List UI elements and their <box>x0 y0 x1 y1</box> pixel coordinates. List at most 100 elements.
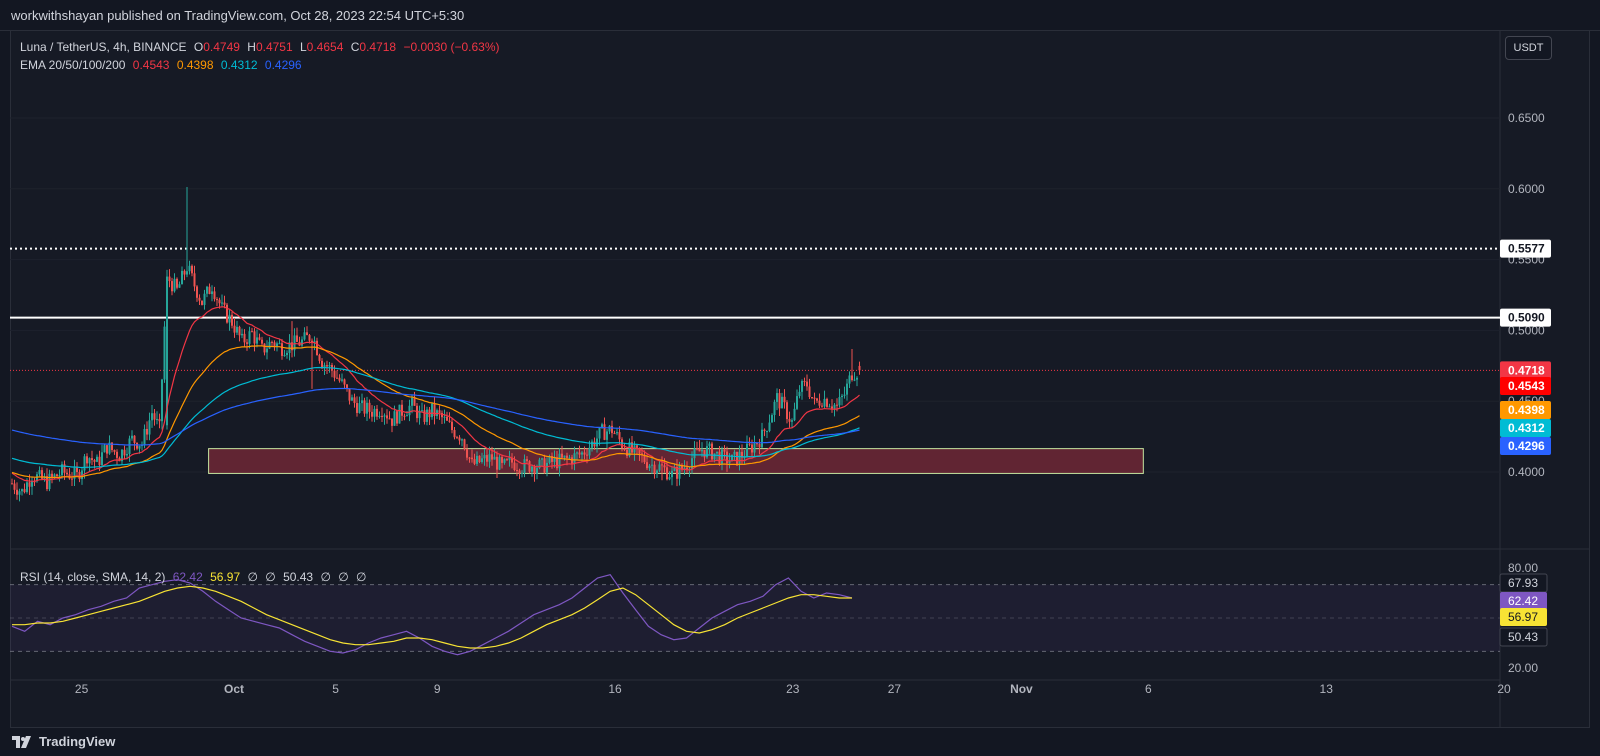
candle-body <box>38 470 41 475</box>
candle-body <box>273 342 276 347</box>
candle-body <box>216 299 218 301</box>
candle-body <box>258 337 261 340</box>
candle-body <box>681 465 683 470</box>
candle-body <box>558 453 561 469</box>
candle-body <box>88 458 91 464</box>
candle-body <box>53 474 56 477</box>
ema-legend: EMA 20/50/100/200 0.4543 0.4398 0.4312 0… <box>20 58 306 72</box>
candle-body <box>713 453 716 460</box>
currency-button[interactable]: USDT <box>1505 36 1552 60</box>
candle-body <box>578 452 581 455</box>
candle-body <box>466 449 468 458</box>
candle-body <box>246 342 248 344</box>
candle-body <box>633 445 636 453</box>
candle-body <box>766 431 768 433</box>
candle-body <box>491 454 493 460</box>
candle-body <box>208 286 211 295</box>
candle-body <box>283 355 286 357</box>
candle-body <box>103 445 106 453</box>
candle-body <box>431 403 433 418</box>
rsi-band-fill <box>10 584 1500 652</box>
change-value: −0.0030 (−0.63%) <box>403 40 500 54</box>
candle-body <box>133 435 136 443</box>
candle-body <box>336 377 338 379</box>
candle-body <box>523 459 526 473</box>
candle-body <box>583 452 586 455</box>
candle-body <box>403 415 406 417</box>
candle-body <box>278 343 281 345</box>
ema200-value: 0.4296 <box>264 58 302 72</box>
price-tick-label: 0.5000 <box>1508 323 1545 337</box>
candle-body <box>541 458 543 460</box>
rsi-label-text: 62.42 <box>1508 594 1538 608</box>
ema-label[interactable]: EMA 20/50/100/200 <box>20 58 126 72</box>
candle-body <box>151 413 153 421</box>
tradingview-logo[interactable]: TradingView <box>12 734 115 749</box>
candle-body <box>376 408 378 417</box>
candle-body <box>351 397 353 401</box>
price-label-box <box>1500 361 1551 380</box>
candle-body <box>556 457 558 469</box>
symbol-label[interactable]: Luna / TetherUS, 4h, BINANCE <box>20 40 187 54</box>
candle-body <box>238 326 241 336</box>
candle-body <box>468 457 471 459</box>
candle-body <box>838 397 841 406</box>
ema20-value: 0.4543 <box>132 58 170 72</box>
candle-body <box>361 400 363 404</box>
candle-body <box>601 424 603 428</box>
rsi-tick-label: 20.00 <box>1508 661 1538 675</box>
chart-canvas[interactable]: 0.65000.60000.55000.50000.45000.40000.55… <box>0 0 1600 728</box>
candle-body <box>648 465 651 469</box>
price-label-text: 0.4296 <box>1508 439 1545 453</box>
candle-body <box>526 459 528 462</box>
time-tick-label: 16 <box>608 682 622 696</box>
brand-label: TradingView <box>39 734 116 749</box>
candle-body <box>823 398 826 407</box>
candle-body <box>813 397 816 399</box>
candle-body <box>448 420 451 422</box>
candle-body <box>643 454 646 463</box>
price-label-box <box>1500 308 1551 327</box>
candle-body <box>326 365 328 367</box>
candle-body <box>306 332 308 336</box>
candle-body <box>808 386 811 398</box>
candle-body <box>411 397 413 406</box>
candle-body <box>253 331 256 344</box>
candle-body <box>173 278 176 292</box>
rsi-label[interactable]: RSI (14, close, SMA, 14, 2) <box>20 570 166 584</box>
candle-body <box>701 450 703 452</box>
candle-body <box>746 443 748 457</box>
candle-body <box>56 474 58 477</box>
candle-body <box>251 331 253 333</box>
candle-body <box>671 470 673 478</box>
candle-body <box>513 462 516 471</box>
price-label-box <box>1500 239 1551 258</box>
candle-body <box>338 377 341 381</box>
high-label: H <box>247 40 256 54</box>
candle-body <box>608 425 611 432</box>
candle-body <box>168 276 171 282</box>
open-value: 0.4749 <box>203 40 240 54</box>
candle-body <box>481 458 483 463</box>
candle-body <box>48 473 51 490</box>
candle-body <box>803 381 806 383</box>
candle-body <box>478 455 481 463</box>
candle-body <box>821 405 823 407</box>
time-tick-label: 27 <box>888 682 902 696</box>
candle-body <box>441 412 443 418</box>
candle-body <box>211 291 213 295</box>
candle-body <box>603 424 606 440</box>
candle-body <box>486 455 488 462</box>
price-label-text: 0.5577 <box>1508 242 1545 256</box>
candle-body <box>673 466 676 471</box>
candle-body <box>596 438 598 447</box>
candle-body <box>586 454 588 456</box>
candle-body <box>546 462 548 473</box>
candle-body <box>636 445 638 448</box>
candle-body <box>303 332 306 340</box>
rsi-label-box <box>1500 592 1547 610</box>
chart-area[interactable] <box>10 30 1590 728</box>
candle-body <box>493 456 496 460</box>
candle-body <box>816 398 818 401</box>
publish-info: workwithshayan published on TradingView.… <box>11 8 465 23</box>
